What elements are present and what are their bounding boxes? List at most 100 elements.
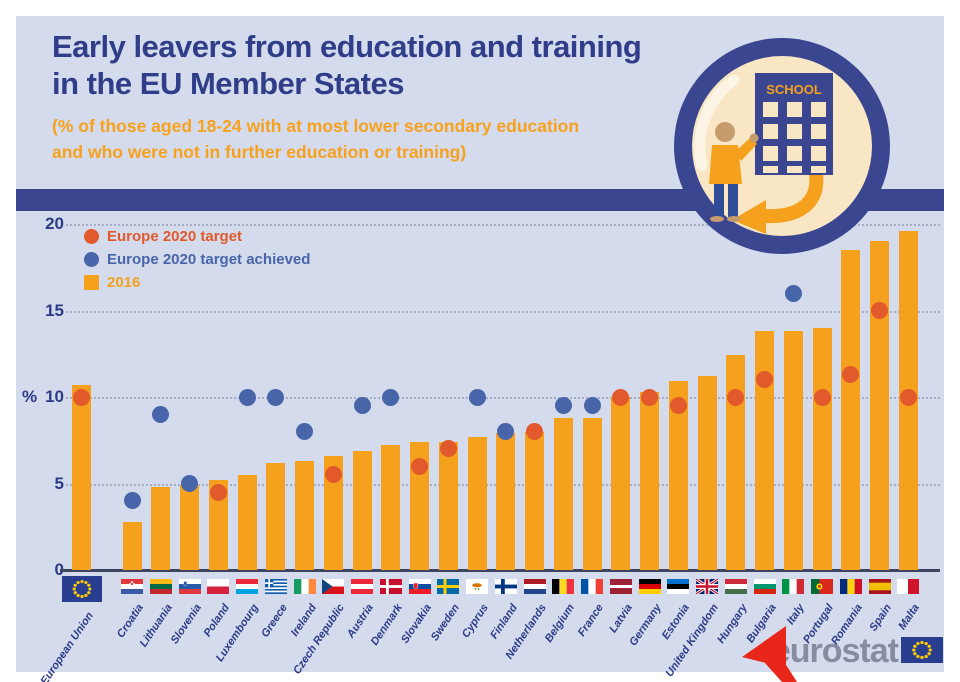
bar-czech-republic	[323, 455, 343, 570]
flag-portugal-icon	[811, 579, 833, 594]
flag-spain-icon	[868, 579, 891, 594]
legend-label-target: Europe 2020 target	[107, 227, 243, 245]
flag-slovakia-icon	[408, 579, 431, 594]
flag-uk-icon	[696, 579, 718, 594]
bar-romania	[841, 249, 861, 570]
target-dot-spain	[871, 302, 888, 319]
flag-denmark-icon	[379, 579, 402, 594]
achieved-dot-luxembourg	[238, 388, 256, 406]
bar-denmark	[381, 445, 401, 570]
eurostat-logo-text: eurostat	[771, 632, 899, 670]
flag-france-icon	[581, 579, 603, 594]
achieved-dot-finland	[497, 423, 515, 441]
flag-luxembourg-icon	[236, 579, 258, 594]
bar-italy	[783, 331, 803, 570]
bar-latvia	[611, 397, 631, 570]
achieved-dot-lithuania	[152, 405, 170, 423]
bar-croatia	[122, 521, 142, 570]
title-line-1: Early leavers from education and trainin…	[52, 29, 642, 64]
flag-ireland-icon	[293, 579, 316, 594]
year-square-icon	[84, 274, 99, 290]
legend-label-achieved: Europe 2020 target achieved	[107, 250, 311, 268]
bar-cyprus	[467, 436, 487, 570]
bar-germany	[640, 391, 659, 570]
y-tick-0: 0	[18, 560, 64, 580]
achieved-dot-cyprus	[468, 388, 486, 406]
bar-austria	[352, 450, 372, 570]
flag-italy-icon	[782, 579, 805, 594]
country-label-european-union: European Union	[37, 610, 96, 682]
flag-malta-icon	[897, 579, 920, 594]
legend-row-achieved: Europe 2020 target achieved	[84, 248, 310, 270]
flag-czechia-icon	[322, 579, 345, 594]
target-dot-portugal	[813, 388, 831, 406]
flag-lithuania-icon	[149, 579, 172, 594]
eu-flag-icon	[901, 637, 943, 663]
bar-lithuania	[151, 486, 171, 570]
flag-croatia-icon	[121, 579, 143, 594]
bar-ireland	[295, 461, 314, 570]
bar-spain	[870, 241, 889, 570]
flag-cyprus-icon	[466, 579, 488, 594]
country-label-croatia: Croatia	[114, 602, 146, 641]
page-subtitle: (% of those aged 18-24 with at most lowe…	[52, 113, 579, 165]
bar-portugal	[812, 327, 832, 570]
flag-bulgaria-icon	[753, 579, 776, 594]
bar-greece	[266, 462, 286, 570]
target-dot-czech-republic	[324, 466, 342, 484]
page-title: Early leavers from education and trainin…	[52, 28, 642, 102]
target-dot-latvia	[612, 388, 630, 406]
bar-france	[582, 417, 602, 570]
y-tick-10: 10	[45, 387, 64, 406]
target-dot-estonia	[669, 397, 687, 415]
flag-austria-icon	[351, 579, 373, 594]
badge-highlight	[694, 74, 740, 172]
flag-eu-icon	[61, 576, 102, 602]
flag-belgium-icon	[552, 579, 575, 594]
flag-romania-icon	[839, 579, 862, 594]
person-icon	[709, 122, 759, 222]
target-dot-malta	[899, 388, 917, 406]
target-dot-bulgaria	[756, 371, 773, 389]
target-dot-sweden	[439, 440, 457, 458]
legend-row-target: Europe 2020 target	[84, 225, 310, 247]
school-badge-icon: SCHOOL	[674, 38, 890, 254]
flag-hungary-icon	[724, 579, 747, 594]
target-dot-poland	[209, 483, 227, 501]
achieved-dot-italy	[784, 284, 802, 302]
flag-slovenia-icon	[178, 579, 201, 594]
y-tick-5: 5	[54, 473, 64, 493]
x-axis-line	[60, 569, 940, 572]
red-arrow-annotation	[742, 626, 797, 682]
chart-legend: Europe 2020 target Europe 2020 target ac…	[84, 225, 310, 294]
flag-sweden-icon	[437, 579, 460, 594]
flag-finland-icon	[494, 579, 517, 594]
flag-latvia-icon	[609, 579, 632, 594]
flag-greece-icon	[264, 579, 287, 594]
bar-luxembourg	[237, 474, 257, 570]
bar-hungary	[726, 355, 746, 570]
achieved-dot-austria	[353, 397, 371, 415]
target-dot-slovakia	[411, 457, 428, 475]
bar-sweden	[438, 441, 458, 570]
target-dot-icon	[84, 228, 99, 244]
legend-label-year: 2016	[107, 273, 141, 291]
eurostat-logo[interactable]: eurostat	[690, 632, 899, 671]
bar-netherlands	[525, 431, 544, 570]
flag-netherlands-icon	[523, 579, 546, 594]
bar-slovenia	[180, 485, 199, 570]
school-building-icon: SCHOOL	[755, 73, 833, 175]
subtitle-line-1: (% of those aged 18-24 with at most lowe…	[52, 116, 580, 136]
achieved-dot-icon	[84, 251, 99, 267]
target-dot-romania	[842, 366, 860, 383]
achieved-dot-croatia	[123, 492, 141, 510]
achieved-dot-ireland	[296, 423, 313, 441]
bar-bulgaria	[755, 331, 774, 570]
bar-european-union	[72, 384, 91, 570]
bar-belgium	[553, 417, 573, 570]
flag-estonia-icon	[667, 579, 690, 594]
target-dot-hungary	[727, 388, 745, 406]
gridline-15	[66, 310, 940, 313]
